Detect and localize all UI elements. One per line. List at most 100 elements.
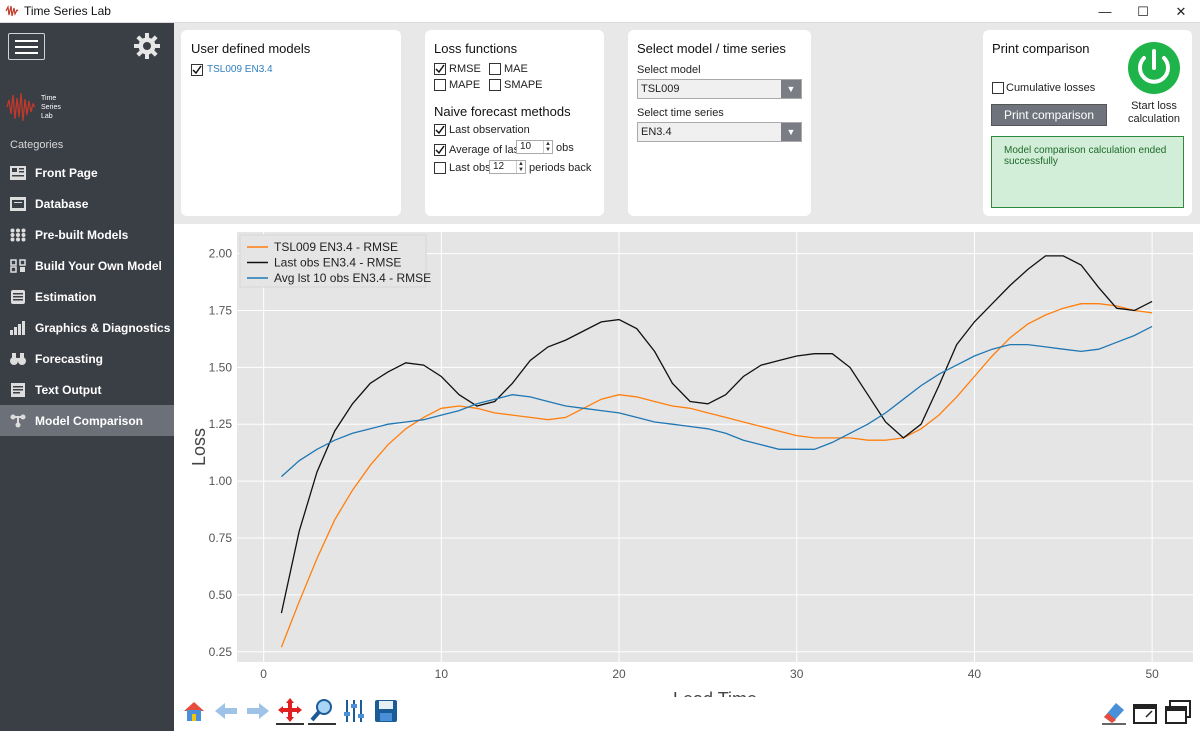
sidebar-item-label: Build Your Own Model [35,258,162,273]
sidebar-item-text-output[interactable]: Text Output [0,374,174,405]
y-tick-label: 1.25 [209,417,233,431]
close-button[interactable]: ✕ [1175,3,1187,19]
back-arrow-icon[interactable] [212,697,240,725]
periods-spinbox[interactable]: 12 ▲ ▼ [489,160,526,174]
x-tick-label: 10 [435,667,449,681]
sidebar-item-label: Pre-built Models [35,227,129,242]
sidebar-item-label: Model Comparison [35,413,144,428]
x-tick-label: 20 [612,667,626,681]
mae-checkbox[interactable] [489,63,501,75]
window-title: Time Series Lab [24,4,111,18]
series-select-value: EN3.4 [641,126,672,138]
title-bar: Time Series Lab — ☐ ✕ [0,0,1200,23]
menu-button[interactable] [8,33,45,60]
bar-chart-icon [10,320,26,336]
spin-arrows-icon[interactable]: ▲ ▼ [543,141,552,153]
last-observation-label: Last observation [449,124,530,136]
sidebar-item-label: Estimation [35,289,97,304]
model-item-label[interactable]: TSL009 EN3.4 [207,64,273,75]
start-loss-label: Start loss calculation [1128,100,1180,125]
power-icon[interactable] [1127,41,1181,95]
sidebar-item-label: Front Page [35,165,98,180]
print-comparison-button[interactable]: Print comparison [991,104,1107,126]
y-tick-label: 1.00 [209,474,233,488]
sidebar-item-build-your-own-model[interactable]: Build Your Own Model [0,250,174,281]
database-icon [10,196,26,212]
legend-label: TSL009 EN3.4 - RMSE [274,240,398,254]
last-observation-checkbox[interactable] [434,124,446,136]
sidebar-item-label: Text Output [35,382,102,397]
sidebar-nav: Front Page Database Pre-built Models Bui… [0,157,174,436]
y-tick-label: 0.50 [209,588,233,602]
forward-arrow-icon[interactable] [244,697,272,725]
mape-label: MAPE [449,79,481,91]
binoculars-icon [10,351,26,367]
chevron-down-icon[interactable]: ▼ [781,80,801,98]
series-line [280,303,1153,648]
logo-text-line: Series [41,103,61,111]
maximize-button[interactable]: ☐ [1137,3,1149,19]
series-line [280,255,1153,614]
eraser-icon[interactable] [1100,697,1128,725]
average-value: 10 [520,141,532,152]
home-icon[interactable] [180,697,208,725]
zoom-icon[interactable] [308,697,336,725]
sidebar-item-graphics-diagnostics[interactable]: Graphics & Diagnostics [0,312,174,343]
rmse-label: RMSE [449,63,481,75]
plot-area: 0 10 20 30 40 50 0.25 0.50 0.75 1.00 1.25 1.50 1.75 2… [174,224,1200,731]
front-page-icon [10,165,26,181]
sidebar-item-label: Database [35,196,89,211]
categories-label: Categories [10,139,64,151]
periods-back-label: periods back [529,162,592,174]
average-checkbox[interactable] [434,144,446,156]
last-obs-periods-checkbox[interactable] [434,162,446,174]
loss-functions-panel: Loss functions RMSE MAE MAPE SMAPE Naive… [425,30,604,216]
cumulative-label: Cumulative losses [1006,82,1096,94]
sidebar-item-label: Graphics & Diagnostics [35,320,171,335]
sidebar-item-front-page[interactable]: Front Page [0,157,174,188]
pan-icon[interactable] [276,697,304,725]
plot-background [237,232,1193,662]
select-model-label: Select model [637,64,701,76]
spin-arrows-icon[interactable]: ▲ ▼ [516,161,525,173]
loss-chart[interactable]: 0 10 20 30 40 50 0.25 0.50 0.75 1.00 1.25 1.50 1.75 2… [174,224,1200,697]
sidebar-item-pre-built-models[interactable]: Pre-built Models [0,219,174,250]
estimation-icon [10,289,26,305]
model-select[interactable]: TSL009 ▼ [637,79,802,99]
sidebar-item-forecasting[interactable]: Forecasting [0,343,174,374]
sidebar-item-database[interactable]: Database [0,188,174,219]
legend-label: Avg lst 10 obs EN3.4 - RMSE [274,271,431,285]
save-icon[interactable] [372,697,400,725]
smape-checkbox[interactable] [489,79,501,91]
obs-label: obs [556,142,574,154]
chevron-down-icon[interactable]: ▼ [781,123,801,141]
series-select[interactable]: EN3.4 ▼ [637,122,802,142]
x-tick-label: 40 [968,667,982,681]
x-tick-label: 0 [260,667,267,681]
build-icon [10,258,26,274]
sidebar-item-model-comparison[interactable]: Model Comparison [0,405,174,436]
sidebar-item-estimation[interactable]: Estimation [0,281,174,312]
window-icon[interactable] [1132,697,1160,725]
y-tick-label: 2.00 [209,247,233,261]
x-tick-label: 30 [790,667,804,681]
window-alt-icon[interactable] [1164,697,1192,725]
average-label: Average of last [449,144,523,156]
plot-toolbar-right [1100,697,1192,725]
app-icon [4,3,20,19]
model-select-value: TSL009 [641,83,680,95]
configure-icon[interactable] [340,697,368,725]
user-models-panel: User defined models TSL009 EN3.4 [181,30,401,216]
minimize-button[interactable]: — [1098,4,1112,19]
cumulative-checkbox[interactable] [992,82,1004,94]
model-checkbox[interactable] [191,64,203,76]
y-tick-label: 1.75 [209,303,233,317]
gear-icon[interactable] [133,32,161,60]
rmse-checkbox[interactable] [434,63,446,75]
y-tick-label: 0.25 [209,645,233,659]
sidebar: Time Series Lab Categories Front Page Da… [0,23,174,731]
print-panel: Print comparison Cumulative losses Print… [983,30,1192,216]
average-spinbox[interactable]: 10 ▲ ▼ [516,140,553,154]
mape-checkbox[interactable] [434,79,446,91]
last-obs-label: Last obs: [449,162,494,174]
